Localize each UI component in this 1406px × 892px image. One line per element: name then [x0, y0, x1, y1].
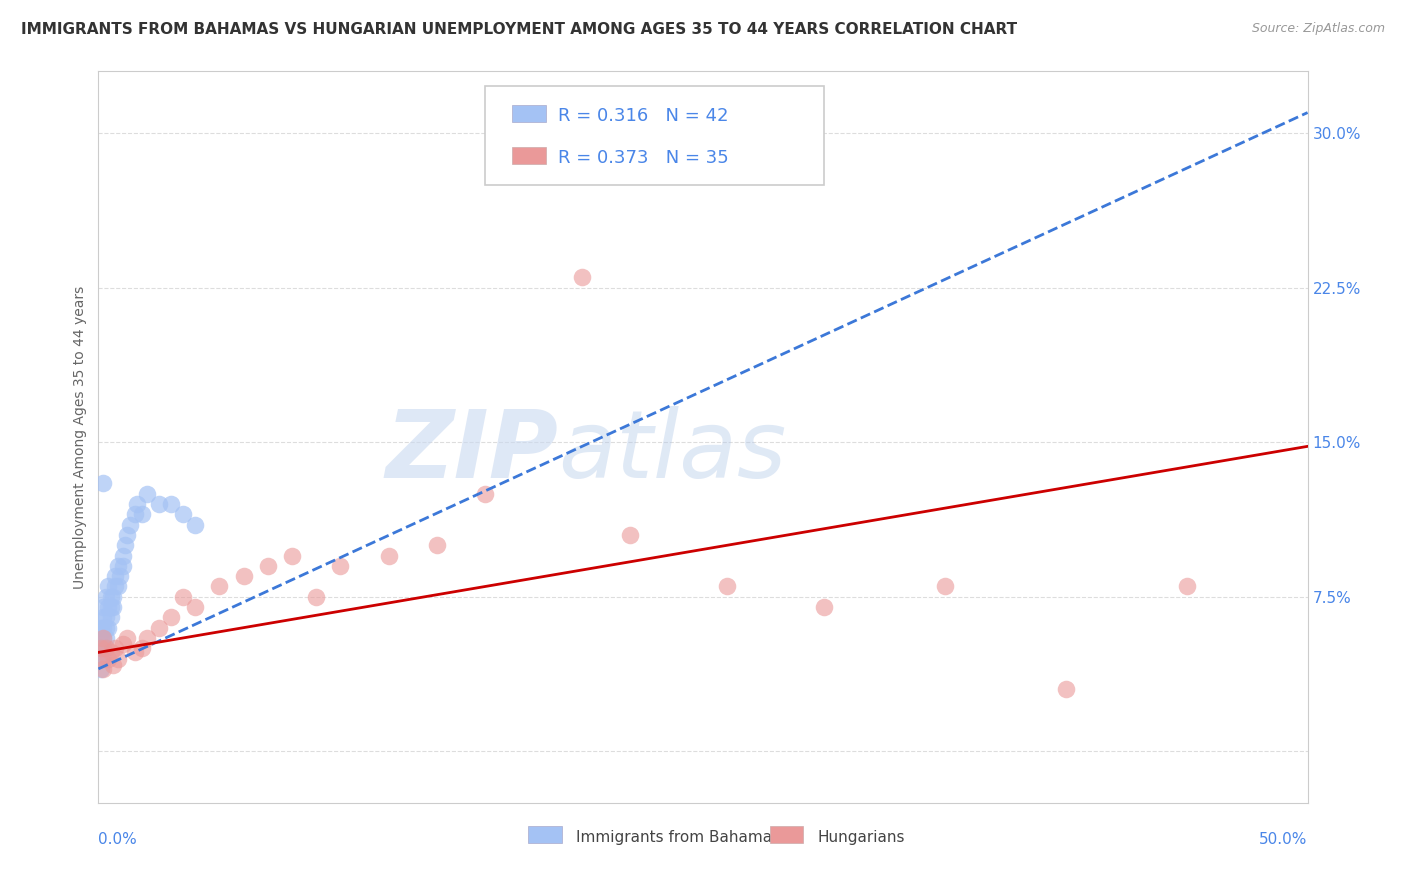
- Point: [111, 558, 134, 573]
- Point: [111, 637, 134, 651]
- Point: [135, 487, 157, 501]
- Point: [104, 569, 127, 583]
- Point: [813, 600, 835, 615]
- Point: [619, 528, 641, 542]
- Point: [91, 476, 114, 491]
- Point: [232, 569, 254, 583]
- Point: [377, 549, 399, 563]
- Point: [117, 631, 139, 645]
- Bar: [769, 826, 803, 843]
- Point: [91, 631, 114, 645]
- Point: [91, 621, 114, 635]
- Point: [90, 641, 112, 656]
- Text: IMMIGRANTS FROM BAHAMAS VS HUNGARIAN UNEMPLOYMENT AMONG AGES 35 TO 44 YEARS CORR: IMMIGRANTS FROM BAHAMAS VS HUNGARIAN UNE…: [21, 22, 1017, 37]
- Point: [100, 645, 122, 659]
- Point: [100, 600, 122, 615]
- Point: [256, 558, 278, 573]
- Point: [329, 558, 352, 573]
- FancyBboxPatch shape: [485, 86, 824, 185]
- Point: [426, 538, 449, 552]
- Point: [160, 610, 183, 624]
- Point: [127, 497, 149, 511]
- Point: [107, 579, 129, 593]
- Point: [305, 590, 328, 604]
- Point: [100, 610, 122, 624]
- Point: [90, 651, 112, 665]
- Point: [281, 549, 304, 563]
- Point: [135, 631, 157, 645]
- Text: ZIP: ZIP: [385, 406, 558, 498]
- Text: 0.0%: 0.0%: [98, 832, 138, 847]
- Point: [184, 600, 207, 615]
- Point: [97, 621, 120, 635]
- Point: [97, 579, 120, 593]
- Point: [474, 487, 496, 501]
- Point: [101, 600, 124, 615]
- Point: [571, 270, 593, 285]
- Point: [934, 579, 956, 593]
- Point: [118, 517, 141, 532]
- Point: [90, 662, 112, 676]
- Text: Source: ZipAtlas.com: Source: ZipAtlas.com: [1251, 22, 1385, 36]
- Point: [90, 631, 112, 645]
- Y-axis label: Unemployment Among Ages 35 to 44 years: Unemployment Among Ages 35 to 44 years: [73, 285, 87, 589]
- Point: [94, 590, 117, 604]
- Point: [108, 569, 131, 583]
- Point: [91, 610, 114, 624]
- Text: Hungarians: Hungarians: [818, 830, 905, 845]
- Point: [124, 508, 146, 522]
- Point: [1054, 682, 1077, 697]
- Point: [172, 590, 194, 604]
- Point: [91, 651, 114, 665]
- Text: atlas: atlas: [558, 406, 786, 497]
- Point: [1175, 579, 1198, 593]
- Point: [94, 631, 117, 645]
- Text: 50.0%: 50.0%: [1260, 832, 1308, 847]
- Point: [91, 662, 114, 676]
- Point: [91, 641, 114, 656]
- Point: [184, 517, 207, 532]
- Point: [148, 497, 170, 511]
- Point: [91, 631, 114, 645]
- Bar: [512, 147, 546, 164]
- Point: [124, 645, 146, 659]
- Point: [97, 651, 120, 665]
- Point: [117, 528, 139, 542]
- Point: [131, 508, 153, 522]
- Point: [107, 558, 129, 573]
- Text: R = 0.373   N = 35: R = 0.373 N = 35: [558, 149, 728, 168]
- Point: [172, 508, 194, 522]
- Point: [101, 657, 124, 672]
- Point: [131, 641, 153, 656]
- Point: [90, 621, 112, 635]
- Point: [107, 651, 129, 665]
- Point: [90, 651, 112, 665]
- Bar: [527, 826, 561, 843]
- Point: [160, 497, 183, 511]
- Point: [104, 579, 127, 593]
- Point: [94, 641, 117, 656]
- Point: [91, 600, 114, 615]
- Point: [148, 621, 170, 635]
- Text: Immigrants from Bahamas: Immigrants from Bahamas: [576, 830, 780, 845]
- Point: [94, 621, 117, 635]
- Point: [114, 538, 136, 552]
- Point: [90, 641, 112, 656]
- Point: [94, 610, 117, 624]
- Point: [104, 641, 127, 656]
- Point: [111, 549, 134, 563]
- Point: [100, 590, 122, 604]
- Point: [208, 579, 231, 593]
- Text: R = 0.316   N = 42: R = 0.316 N = 42: [558, 107, 728, 126]
- Point: [101, 590, 124, 604]
- Point: [97, 600, 120, 615]
- Bar: [512, 104, 546, 122]
- Point: [716, 579, 738, 593]
